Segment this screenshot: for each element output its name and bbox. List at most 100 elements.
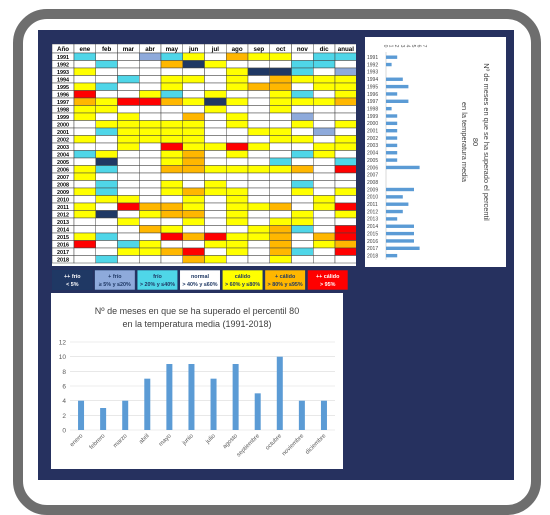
- year-label: 2006: [57, 168, 69, 174]
- bar-2013: [386, 217, 398, 221]
- heatmap-cell: [291, 112, 314, 121]
- heatmap-cell: [95, 135, 118, 144]
- heatmap-cell: [334, 105, 356, 114]
- legend-swatch: [94, 270, 136, 290]
- heatmap-cell: [160, 82, 183, 91]
- category-label: 2018: [367, 253, 378, 259]
- heatmap-cell: [73, 120, 96, 129]
- bar-diciembre: [320, 400, 327, 430]
- category-label: 2002: [367, 136, 378, 142]
- heatmap-cell: [204, 157, 227, 166]
- heatmap-cell: [247, 75, 270, 84]
- category-label: 2003: [367, 143, 378, 149]
- heatmap-cell: [334, 202, 356, 211]
- heatmap-cell: [226, 187, 249, 196]
- y-tick-label: 2: [62, 413, 66, 420]
- heatmap-cell: [117, 120, 140, 129]
- heatmap-cell: [226, 217, 249, 226]
- heatmap-cell: [291, 240, 314, 249]
- heatmap-cell: [204, 255, 227, 264]
- heatmap-cell: [95, 142, 118, 151]
- legend-item: + cálido > 80% y ≤95%: [264, 270, 306, 290]
- heatmap-cell: [95, 150, 118, 159]
- heatmap-cell: [334, 172, 356, 181]
- heatmap-cell: [226, 120, 249, 129]
- bar-2000: [386, 121, 398, 126]
- heatmap-cell: [139, 120, 162, 129]
- heatmap-cell: [247, 60, 270, 69]
- heatmap-cell: [313, 150, 336, 159]
- heatmap-cell: [269, 180, 292, 189]
- y-tick-label: 4: [62, 398, 66, 405]
- heatmap-cell: [269, 172, 292, 181]
- heatmap-cell: [313, 255, 336, 264]
- legend-item: normal > 40% y ≤60%: [179, 270, 221, 290]
- bar-2016: [386, 239, 414, 243]
- year-label: 2003: [57, 145, 69, 151]
- heatmap-cell: [334, 135, 356, 144]
- heatmap-cell: [160, 247, 183, 256]
- category-label: 2014: [367, 224, 378, 230]
- heatmap-cell: [269, 127, 292, 136]
- heatmap-cell: [139, 210, 162, 219]
- heatmap-cell: [139, 127, 162, 136]
- category-label: 1997: [367, 99, 378, 105]
- legend-label: ++ frío: [64, 274, 81, 280]
- heatmap-cell: [334, 127, 356, 136]
- heatmap-cell: [247, 247, 270, 256]
- heatmap-cell: [269, 90, 292, 99]
- heatmap-cell: [73, 232, 96, 241]
- heatmap-cell: [291, 232, 314, 241]
- heatmap-cell: [160, 142, 183, 151]
- heatmap-cell: [139, 232, 162, 241]
- bar-2015: [386, 231, 414, 236]
- heatmap-cell: [334, 142, 356, 151]
- heatmap-cell: [291, 127, 314, 136]
- legend-item: + frío ≥ 5% y ≤20%: [94, 270, 136, 290]
- heatmap-cell: [204, 225, 227, 234]
- heatmap-cell: [160, 127, 183, 136]
- heatmap-cell: [73, 82, 96, 91]
- heatmap-cell: [226, 52, 249, 61]
- heatmap-cell: [95, 105, 118, 114]
- legend-swatch: [307, 270, 349, 290]
- category-label: 2007: [367, 173, 378, 179]
- chart-title-line: 80: [471, 138, 480, 146]
- heatmap-cell: [182, 67, 205, 76]
- heatmap-cell: [334, 210, 356, 219]
- chart-title-line: en la temperatura media: [460, 102, 469, 183]
- heatmap-cell: [95, 90, 118, 99]
- legend-swatch: [179, 270, 221, 290]
- heatmap-cell: [247, 255, 270, 264]
- year-label: 1996: [57, 93, 69, 99]
- heatmap-cell: [313, 217, 336, 226]
- heatmap-cell: [139, 180, 162, 189]
- heatmap-cell: [291, 157, 314, 166]
- heatmap-cell: [139, 172, 162, 181]
- heatmap-cell: [95, 157, 118, 166]
- bar-2006: [386, 165, 420, 170]
- heatmap-cell: [182, 82, 205, 91]
- heatmap-cell: [182, 240, 205, 249]
- heatmap-cell: [247, 165, 270, 174]
- header-label: ago: [232, 46, 243, 53]
- heatmap-cell: [160, 157, 183, 166]
- year-label: 2013: [57, 220, 69, 226]
- heatmap-cell: [160, 217, 183, 226]
- heatmap-cell: [160, 165, 183, 174]
- heatmap-cell: [226, 232, 249, 241]
- year-label: 1992: [57, 63, 69, 69]
- heatmap-cell: [73, 195, 96, 204]
- heatmap-cell: [291, 210, 314, 219]
- heatmap-cell: [313, 97, 336, 106]
- heatmap-cell: [226, 127, 249, 136]
- heatmap-cell: [182, 255, 205, 264]
- heatmap-cell: [247, 90, 270, 99]
- bar-1998: [386, 106, 392, 111]
- heatmap-cell: [269, 52, 292, 61]
- legend-range: < 5%: [66, 282, 79, 288]
- heatmap-cell: [182, 187, 205, 196]
- heatmap-cell: [269, 255, 292, 264]
- heatmap-cell: [204, 217, 227, 226]
- heatmap-cell: [204, 202, 227, 211]
